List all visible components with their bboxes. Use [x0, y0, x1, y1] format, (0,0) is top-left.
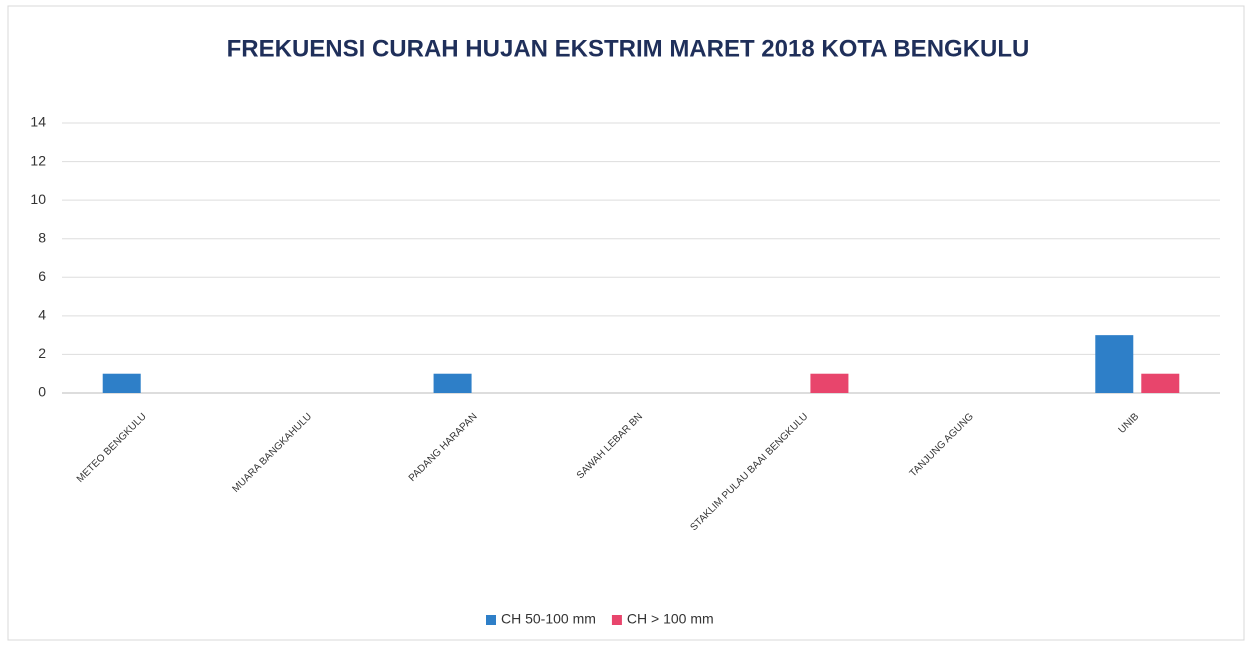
y-tick-label: 12: [30, 152, 46, 168]
legend-swatch: [486, 615, 496, 625]
x-tick-label: MUARA BANGKAHULU: [231, 411, 315, 495]
x-tick-label: SAWAH LEBAR BN: [575, 411, 645, 481]
bar: [810, 373, 849, 393]
x-tick-label: UNIB: [1117, 411, 1142, 436]
chart-frame: [7, 5, 1245, 641]
x-tick-label: STAKLIM PULAU BAAI BENGKULU: [688, 411, 810, 533]
y-tick-label: 14: [30, 114, 46, 130]
bar: [433, 373, 472, 393]
y-tick-label: 6: [38, 268, 46, 284]
bar: [102, 373, 141, 393]
y-tick-label: 4: [38, 307, 46, 323]
y-tick-label: 10: [30, 191, 46, 207]
x-tick-label: METEO BENGKULU: [75, 411, 149, 485]
y-tick-label: 0: [38, 384, 46, 400]
x-tick-label: PADANG HARAPAN: [407, 411, 480, 484]
legend-label: CH > 100 mm: [627, 611, 714, 627]
legend-label: CH 50-100 mm: [501, 611, 596, 627]
bar: [1095, 335, 1134, 393]
chart-title: FREKUENSI CURAH HUJAN EKSTRIM MARET 2018…: [227, 35, 1030, 62]
x-tick-label: TANJUNG AGUNG: [908, 411, 976, 479]
legend-swatch: [611, 615, 622, 625]
bar: [1141, 373, 1180, 393]
y-tick-label: 2: [38, 345, 46, 361]
y-tick-label: 8: [38, 229, 46, 245]
